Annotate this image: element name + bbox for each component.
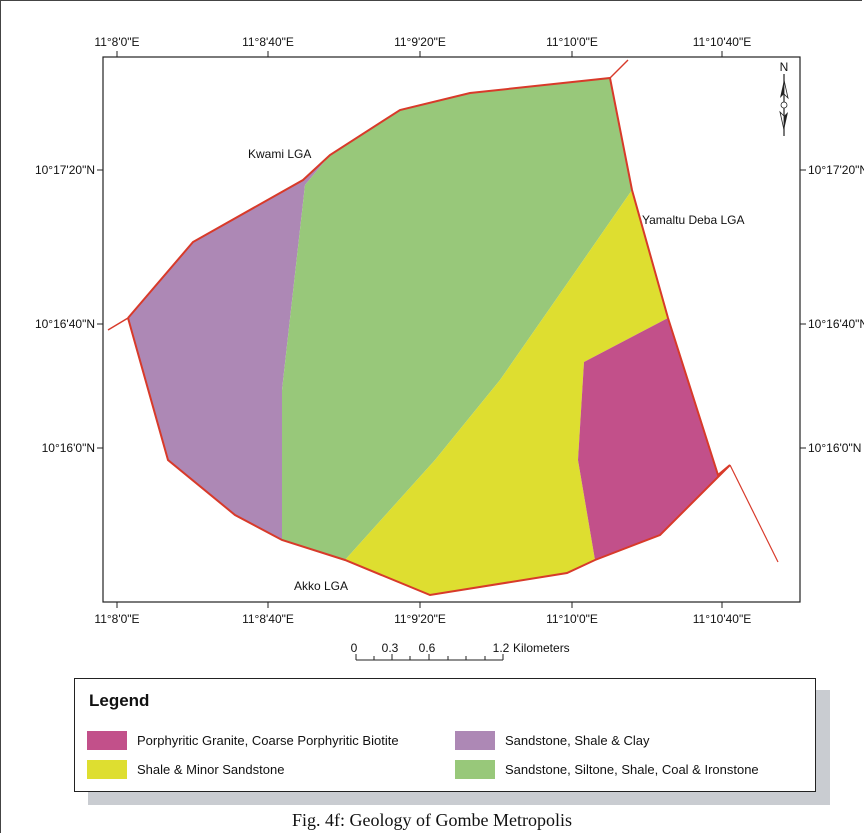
label-akko-lga: Akko LGA xyxy=(294,579,348,593)
label-yamaltu-deba-lga: Yamaltu Deba LGA xyxy=(642,213,745,227)
bottom-axis xyxy=(117,602,722,608)
top-tick-label: 11°8'40"E xyxy=(242,35,294,49)
bottom-tick-label: 11°8'0"E xyxy=(94,612,139,626)
top-tick-label: 11°9'20"E xyxy=(394,35,446,49)
scale-tick-label: 1.2 xyxy=(493,641,510,655)
legend-item-label: Shale & Minor Sandstone xyxy=(137,762,284,777)
scale-unit-label: Kilometers xyxy=(513,641,570,655)
bottom-tick-label: 11°9'20"E xyxy=(394,612,446,626)
north-label: N xyxy=(780,60,789,74)
right-tick-label: 10°16'40"N xyxy=(808,317,864,331)
bottom-tick-label: 11°10'0"E xyxy=(546,612,598,626)
top-tick-label: 11°10'40"E xyxy=(693,35,752,49)
legend-item-label: Porphyritic Granite, Coarse Porphyritic … xyxy=(137,733,399,748)
legend-swatch xyxy=(87,760,127,779)
bottom-tick-label: 11°10'40"E xyxy=(693,612,752,626)
legend-swatch xyxy=(455,760,495,779)
legend-item-sandstone-shale-clay: Sandstone, Shale & Clay xyxy=(455,730,650,750)
legend-title: Legend xyxy=(89,691,149,711)
left-axis xyxy=(97,170,103,448)
top-tick-label: 11°8'0"E xyxy=(94,35,139,49)
scale-tick-label: 0 xyxy=(351,641,358,655)
legend-swatch xyxy=(455,731,495,750)
right-axis xyxy=(800,170,806,448)
scale-tick-label: 0.6 xyxy=(419,641,436,655)
legend-item-label: Sandstone, Shale & Clay xyxy=(505,733,650,748)
left-tick-label: 10°16'40"N xyxy=(35,317,95,331)
right-tick-label: 10°16'0"N xyxy=(808,441,861,455)
legend: Legend Porphyritic Granite, Coarse Porph… xyxy=(74,678,816,792)
label-kwami-lga: Kwami LGA xyxy=(248,147,311,161)
right-tick-label: 10°17'20"N xyxy=(808,163,864,177)
bottom-tick-label: 11°8'40"E xyxy=(242,612,294,626)
left-tick-label: 10°16'0"N xyxy=(42,441,95,455)
scale-tick-label: 0.3 xyxy=(382,641,399,655)
left-tick-label: 10°17'20"N xyxy=(35,163,95,177)
legend-swatch xyxy=(87,731,127,750)
figure-caption: Fig. 4f: Geology of Gombe Metropolis xyxy=(0,810,864,831)
legend-item-porphyritic-granite: Porphyritic Granite, Coarse Porphyritic … xyxy=(87,730,399,750)
top-axis xyxy=(117,51,722,57)
legend-item-sandstone-siltone-coal: Sandstone, Siltone, Shale, Coal & Ironst… xyxy=(455,759,759,779)
legend-item-shale-minor-sandstone: Shale & Minor Sandstone xyxy=(87,759,284,779)
legend-item-label: Sandstone, Siltone, Shale, Coal & Ironst… xyxy=(505,762,759,777)
top-tick-label: 11°10'0"E xyxy=(546,35,598,49)
